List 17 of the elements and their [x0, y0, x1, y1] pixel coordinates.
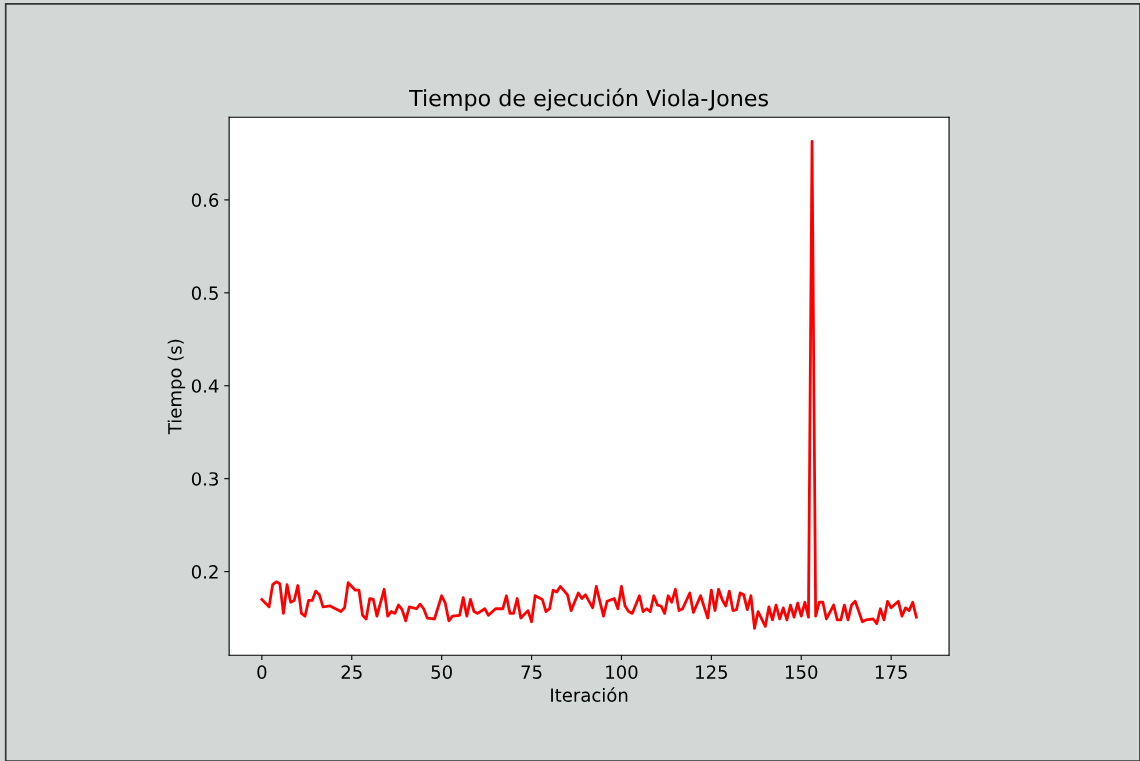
x-axis-title: Iteración: [551, 687, 628, 702]
x-tick-label: 25: [341, 665, 362, 679]
x-tick-label: 125: [696, 665, 728, 679]
y-tick-label: 0.4: [191, 379, 219, 393]
x-tick-label: 150: [786, 665, 818, 679]
y-axis-title: Tiempo (s): [167, 339, 186, 435]
y-tick-label: 0.2: [191, 565, 218, 579]
line-series: [260, 139, 918, 630]
y-tick-label: 0.6: [191, 193, 219, 208]
x-tick-label: 50: [431, 665, 452, 679]
x-tick-label: 175: [875, 665, 907, 679]
y-tick-label: 0.3: [191, 472, 218, 486]
x-tick-label: 0: [257, 665, 267, 679]
chart-title: Tiempo de ejecución Viola-Jones: [409, 88, 768, 111]
x-tick-label: 75: [521, 665, 542, 679]
x-tick-label: 100: [606, 665, 638, 679]
y-tick-label: 0.5: [191, 286, 218, 300]
